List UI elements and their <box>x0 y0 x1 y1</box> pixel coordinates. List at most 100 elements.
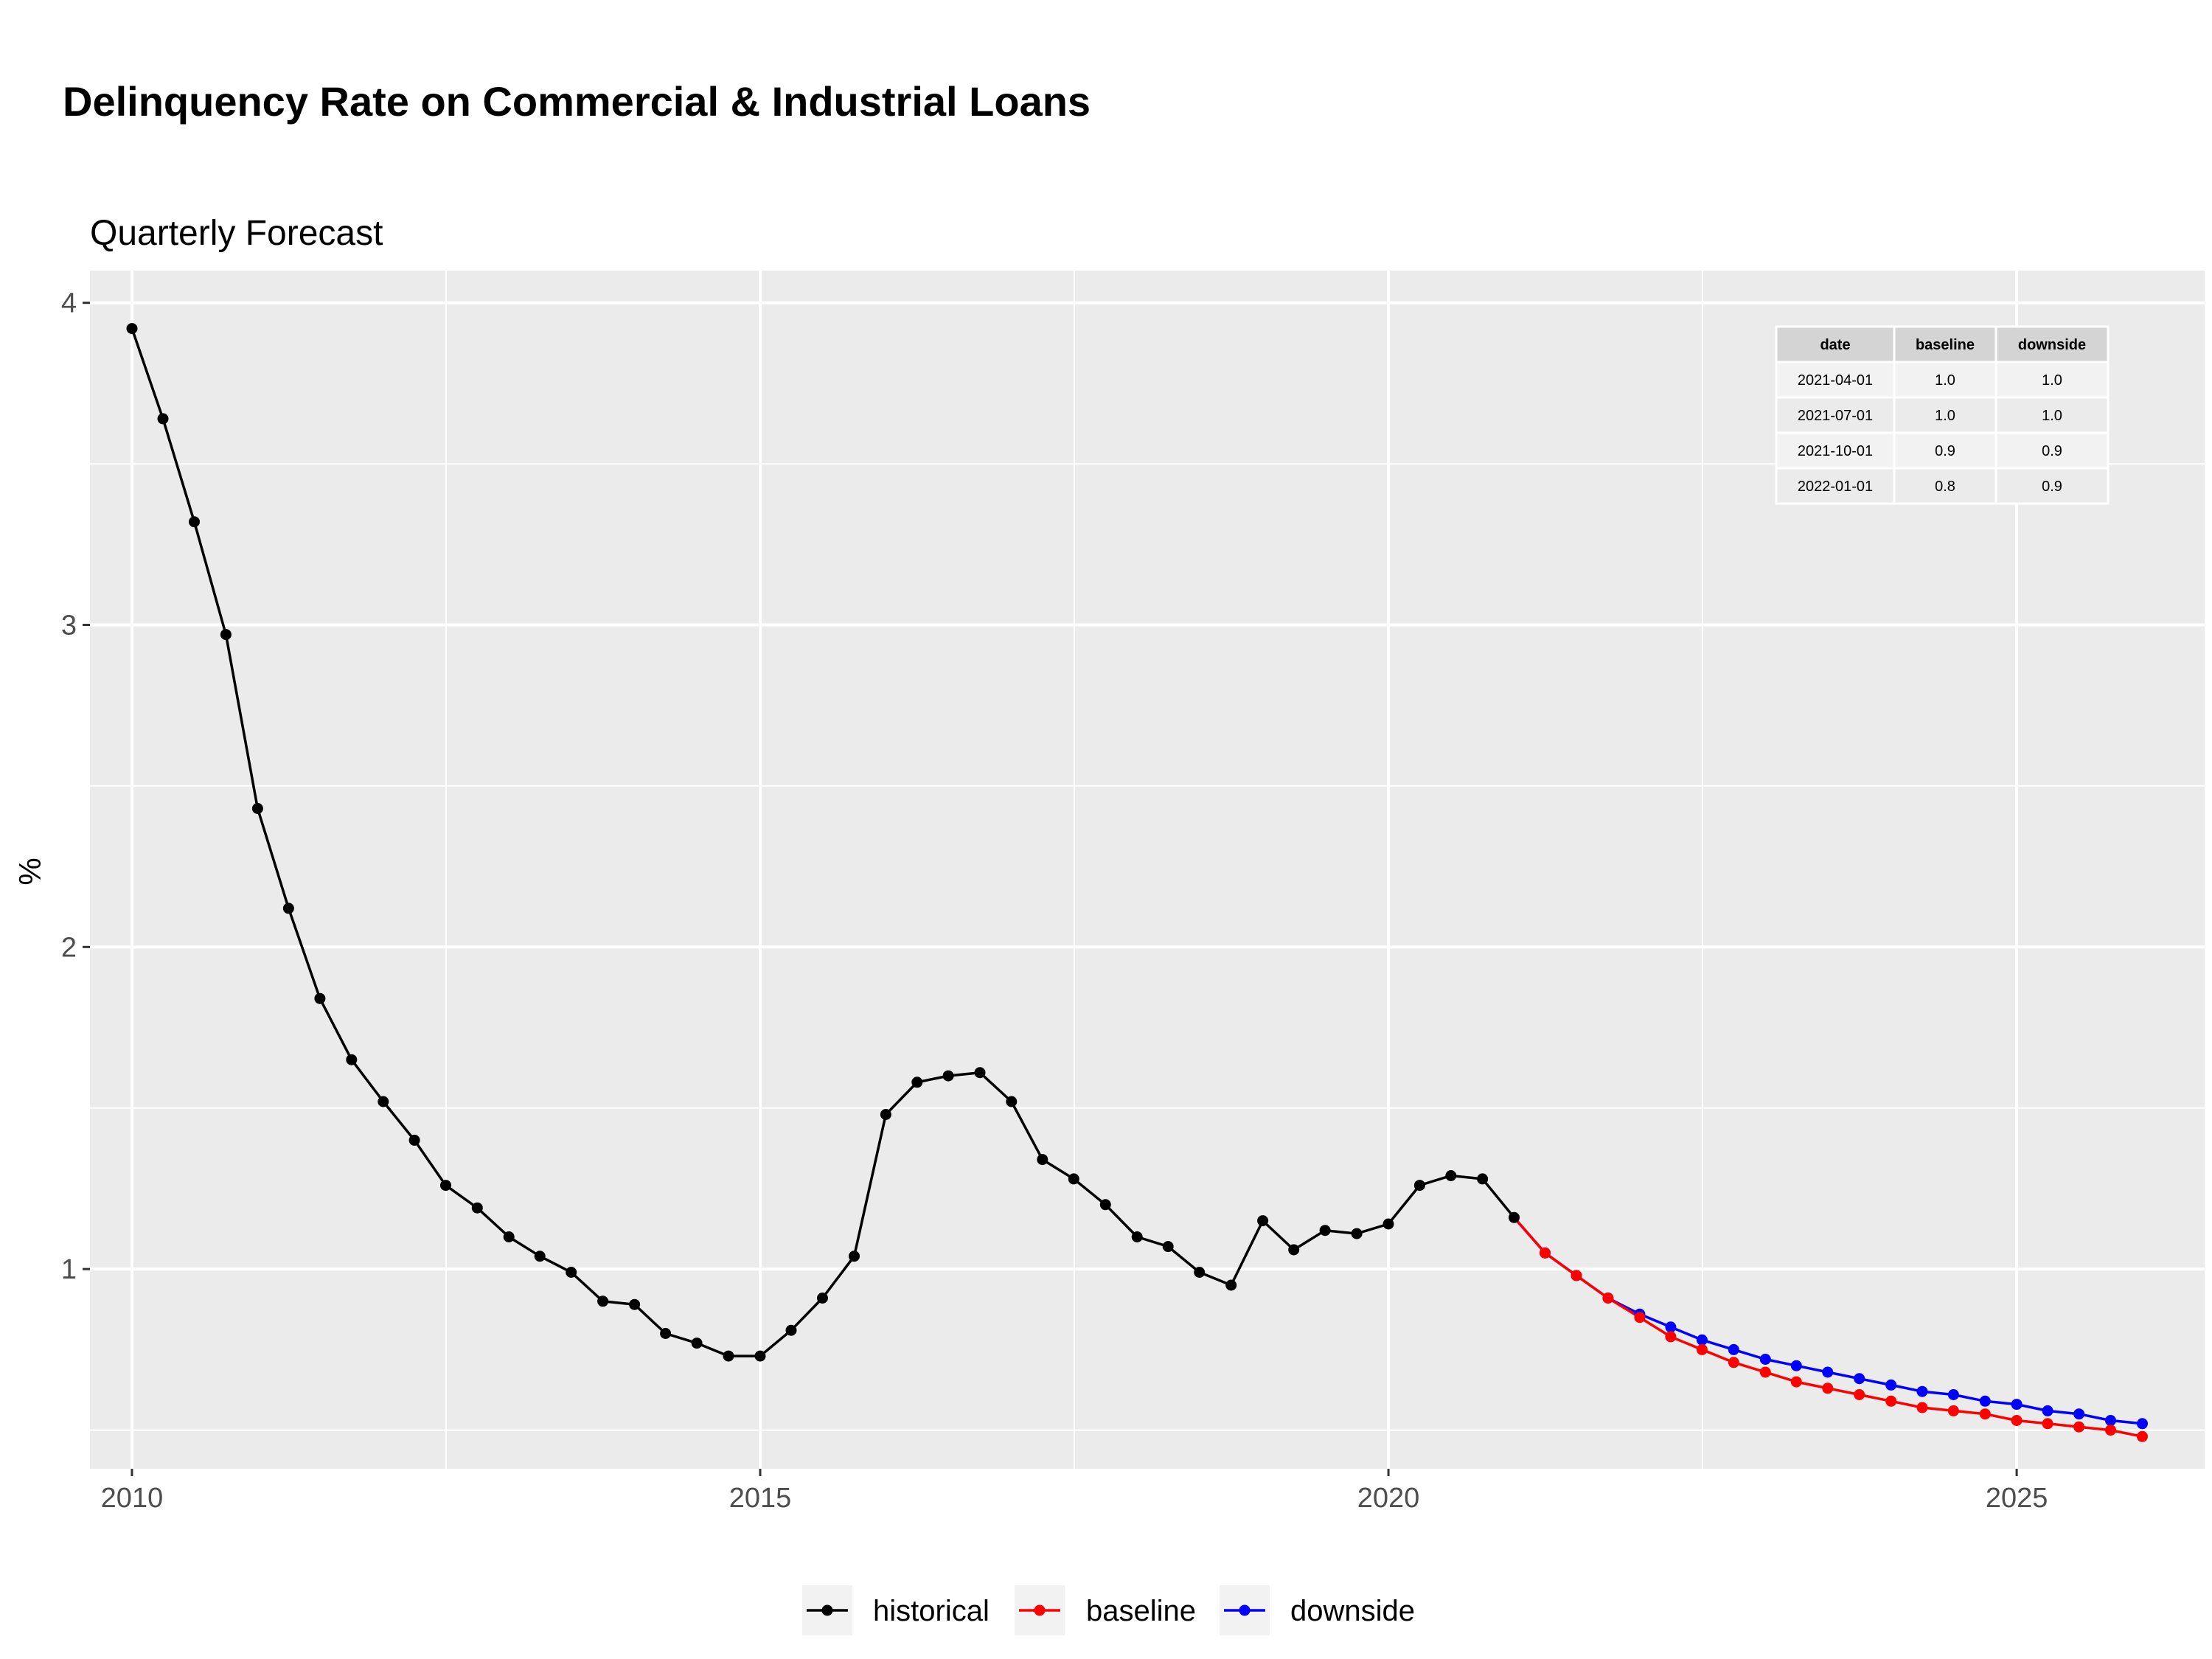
data-point-baseline <box>1822 1382 1834 1394</box>
data-point-historical <box>1477 1173 1489 1185</box>
data-point-downside <box>1854 1373 1865 1385</box>
x-tick-label: 2010 <box>101 1483 164 1514</box>
legend-label-historical: historical <box>873 1595 990 1627</box>
table-header-text: baseline <box>1916 337 1975 353</box>
data-point-historical <box>1099 1199 1111 1211</box>
legend-key-point <box>1239 1604 1251 1616</box>
data-point-historical <box>1319 1225 1331 1237</box>
data-point-historical <box>189 516 200 528</box>
data-point-historical <box>974 1067 986 1079</box>
data-point-historical <box>314 992 326 1004</box>
data-point-historical <box>849 1251 860 1262</box>
data-point-historical <box>1382 1218 1394 1230</box>
data-point-historical <box>597 1295 609 1307</box>
data-point-historical <box>534 1251 546 1262</box>
x-tick-label: 2015 <box>729 1483 792 1514</box>
data-point-historical <box>691 1338 703 1349</box>
data-point-baseline <box>2011 1415 2023 1426</box>
data-point-downside <box>2042 1405 2053 1416</box>
data-point-historical <box>1068 1173 1079 1185</box>
table-cell-text: 0.9 <box>2042 479 2062 495</box>
table-cell-text: 1.0 <box>1935 408 1955 424</box>
grid-major <box>90 271 2205 1469</box>
data-point-downside <box>1728 1343 1739 1355</box>
legend-label-downside: downside <box>1290 1595 1415 1627</box>
legend: historical baseline downside <box>802 1585 1415 1635</box>
data-point-downside <box>1979 1395 1991 1407</box>
data-point-historical <box>1509 1211 1520 1223</box>
data-point-historical <box>251 803 263 814</box>
table-cell <box>1994 431 2110 470</box>
data-point-downside <box>1790 1360 1802 1371</box>
data-point-baseline <box>1571 1270 1582 1281</box>
data-point-historical <box>408 1134 420 1146</box>
y-tick-label: 3 <box>61 611 77 641</box>
data-point-historical <box>471 1202 483 1214</box>
data-point-historical <box>880 1109 891 1120</box>
y-axis: 1 2 3 4 <box>61 288 90 1285</box>
table-cell-text: 2021-04-01 <box>1798 372 1873 389</box>
data-point-baseline <box>2105 1425 2116 1436</box>
data-point-baseline <box>1854 1389 1865 1400</box>
data-point-downside <box>1916 1385 1928 1397</box>
data-point-historical <box>1131 1231 1143 1242</box>
legend-key-point <box>821 1604 833 1616</box>
data-point-baseline <box>1665 1331 1677 1343</box>
y-tick-label: 2 <box>61 932 77 963</box>
data-point-historical <box>660 1328 672 1339</box>
table-cell-text: 2022-01-01 <box>1798 479 1873 495</box>
table-cell <box>1994 396 2110 434</box>
data-point-historical <box>378 1096 389 1107</box>
data-point-historical <box>754 1350 766 1362</box>
data-point-downside <box>2011 1399 2023 1411</box>
data-point-baseline <box>1540 1247 1551 1259</box>
forecast-table: date baseline downside 2021-04-01 1.0 1.0 2021… <box>1775 325 2110 505</box>
data-point-historical <box>440 1180 451 1192</box>
table-cell-text: 1.0 <box>1935 372 1955 389</box>
table-header-text: date <box>1820 337 1850 353</box>
data-point-historical <box>346 1054 358 1065</box>
data-point-historical <box>1225 1279 1237 1291</box>
table-cell-text: 0.9 <box>2042 443 2062 459</box>
data-point-historical <box>566 1267 577 1278</box>
data-point-downside <box>1885 1379 1897 1391</box>
table-cell <box>1994 467 2110 505</box>
table-cell-text: 2021-10-01 <box>1798 443 1873 459</box>
table-header-cell <box>1893 325 1997 364</box>
table-cell-text: 1.0 <box>2042 372 2062 389</box>
data-point-historical <box>1037 1154 1048 1166</box>
data-point-downside <box>1822 1366 1834 1378</box>
data-point-downside <box>2073 1408 2085 1420</box>
data-point-historical <box>1445 1170 1457 1181</box>
table-header-text: downside <box>2018 337 2086 353</box>
data-point-historical <box>629 1298 641 1310</box>
data-point-baseline <box>1759 1366 1771 1378</box>
data-point-baseline <box>1947 1405 1959 1416</box>
table-cell-text: 2021-07-01 <box>1798 408 1873 424</box>
data-point-historical <box>723 1350 734 1362</box>
legend-label-baseline: baseline <box>1086 1595 1196 1627</box>
data-point-historical <box>942 1070 954 1082</box>
data-point-baseline <box>2137 1430 2148 1442</box>
table-cell-text: 1.0 <box>2042 408 2062 424</box>
data-point-downside <box>2137 1418 2148 1430</box>
data-point-downside <box>2105 1415 2116 1426</box>
y-tick-label: 1 <box>61 1254 77 1285</box>
data-point-historical <box>1194 1267 1206 1278</box>
table-cell <box>1775 396 1896 434</box>
data-point-baseline <box>1790 1376 1802 1388</box>
table-cell <box>1893 431 1997 470</box>
data-point-downside <box>1665 1321 1677 1333</box>
table-cell <box>1994 361 2110 399</box>
data-point-downside <box>1947 1389 1959 1400</box>
data-point-historical <box>282 902 294 914</box>
y-tick-label: 4 <box>61 288 77 319</box>
data-point-historical <box>126 323 138 335</box>
chart-subtitle: Quarterly Forecast <box>90 214 383 253</box>
data-point-historical <box>1288 1244 1300 1256</box>
data-point-historical <box>1413 1180 1425 1192</box>
data-point-downside <box>1696 1334 1708 1346</box>
table-cell <box>1775 361 1896 399</box>
data-point-historical <box>1006 1096 1018 1107</box>
